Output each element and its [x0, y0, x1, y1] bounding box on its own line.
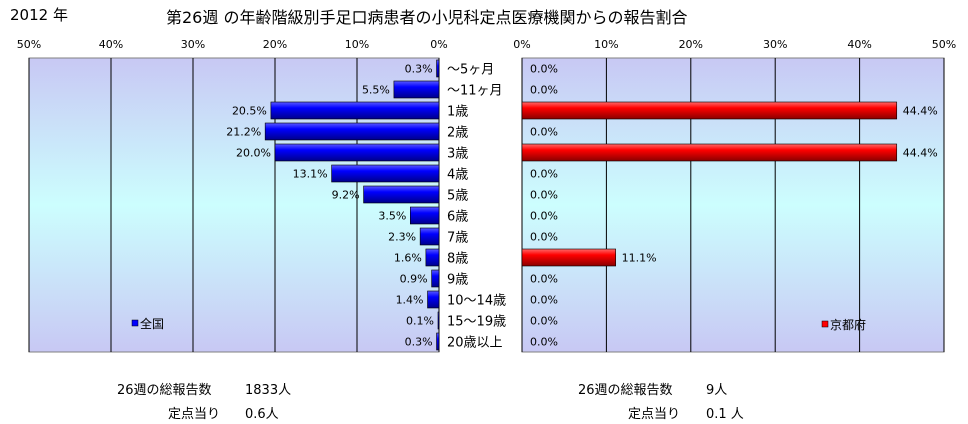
national-bar: [331, 164, 440, 183]
national-data-label: 5.5%: [362, 84, 390, 97]
kyoto-data-label: 44.4%: [903, 147, 938, 160]
national-bar: [409, 206, 440, 225]
category-label: 15～19歳: [447, 315, 506, 330]
national-bar: [436, 59, 440, 78]
national-bar: [419, 227, 440, 246]
chart-title: 第26週 の年齢階級別手足口病患者の小児科定点医療機関からの報告割合: [166, 8, 688, 27]
national-bar: [425, 248, 440, 267]
left-x-tick-label: 10%: [345, 38, 369, 51]
kyoto-bar: [521, 143, 898, 162]
left-x-tick-label: 40%: [99, 38, 123, 51]
kyoto-data-label: 0.0%: [530, 315, 558, 328]
kyoto-data-label: 0.0%: [530, 231, 558, 244]
kyoto-bar: [521, 101, 898, 120]
national-data-label: 9.2%: [332, 189, 360, 202]
kyoto-data-label: 0.0%: [530, 294, 558, 307]
right-total-value: 9人: [706, 383, 728, 398]
legend-national-label: 全国: [140, 316, 164, 331]
category-label: 8歳: [447, 252, 468, 267]
left-x-tick-label: 0%: [430, 38, 447, 51]
category-label: 9歳: [447, 273, 468, 288]
kyoto-bar: [521, 248, 616, 267]
left-x-tick-label: 30%: [181, 38, 205, 51]
national-data-label: 1.6%: [394, 252, 422, 265]
legend-kyoto-swatch: [821, 320, 829, 328]
national-bar: [363, 185, 440, 204]
right-x-tick-label: 20%: [679, 38, 703, 51]
national-data-label: 21.2%: [226, 126, 261, 139]
category-label: 10～14歳: [447, 294, 506, 309]
kyoto-data-label: 0.0%: [530, 273, 558, 286]
right-per-label: 定点当り: [628, 407, 681, 422]
kyoto-data-label: 0.0%: [530, 168, 558, 181]
national-data-label: 0.1%: [406, 315, 434, 328]
right-x-tick-label: 10%: [594, 38, 618, 51]
national-bar: [264, 122, 440, 141]
kyoto-data-label: 0.0%: [530, 126, 558, 139]
kyoto-data-label: 11.1%: [622, 252, 657, 265]
national-data-label: 13.1%: [293, 168, 328, 181]
category-label: 6歳: [447, 210, 468, 225]
category-label: ～11ヶ月: [447, 84, 503, 99]
national-bar: [270, 101, 440, 120]
national-data-label: 0.9%: [400, 273, 428, 286]
right-x-tick-label: 0%: [513, 38, 530, 51]
category-label: 3歳: [447, 147, 468, 162]
category-label: 20歳以上: [447, 336, 503, 351]
category-label: 4歳: [447, 168, 468, 183]
left-per-label: 定点当り: [168, 407, 221, 422]
national-bar: [427, 290, 440, 309]
category-label: 1歳: [447, 105, 468, 120]
kyoto-data-label: 0.0%: [530, 210, 558, 223]
national-data-label: 0.3%: [405, 336, 433, 349]
kyoto-data-label: 0.0%: [530, 84, 558, 97]
right-x-tick-label: 40%: [847, 38, 871, 51]
kyoto-data-label: 0.0%: [530, 189, 558, 202]
national-data-label: 1.4%: [396, 294, 424, 307]
category-label: 7歳: [447, 231, 468, 246]
right-total-label: 26週の総報告数: [578, 383, 673, 398]
category-label: ～5ヶ月: [447, 63, 494, 78]
left-per-value: 0.6人: [245, 407, 279, 422]
national-data-label: 0.3%: [405, 63, 433, 76]
chart-year: 2012 年: [10, 6, 68, 24]
national-data-label: 20.0%: [236, 147, 271, 160]
legend-national-swatch: [131, 319, 139, 327]
left-total-label: 26週の総報告数: [117, 383, 212, 398]
category-label: 2歳: [447, 126, 468, 141]
national-bar: [431, 269, 440, 288]
left-total-value: 1833人: [245, 383, 292, 398]
right-x-tick-label: 30%: [763, 38, 787, 51]
kyoto-data-label: 44.4%: [903, 105, 938, 118]
national-data-label: 3.5%: [378, 210, 406, 223]
right-per-value: 0.1 人: [706, 407, 744, 422]
national-bar: [437, 311, 440, 330]
right-x-tick-label: 50%: [932, 38, 956, 51]
left-x-tick-label: 50%: [17, 38, 41, 51]
category-label: 5歳: [447, 189, 468, 204]
national-bar: [436, 332, 440, 351]
national-bar: [274, 143, 440, 162]
kyoto-data-label: 0.0%: [530, 336, 558, 349]
chart-canvas: 50% 40% 30% 20% 10% 0% 0% 10% 20% 30% 40% 50% 0.3% 0.…: [17, 38, 956, 353]
kyoto-data-label: 0.0%: [530, 63, 558, 76]
national-data-label: 2.3%: [388, 231, 416, 244]
left-x-tick-label: 20%: [263, 38, 287, 51]
national-bar: [393, 80, 440, 99]
national-data-label: 20.5%: [232, 105, 267, 118]
legend-kyoto-label: 京都府: [830, 317, 866, 332]
